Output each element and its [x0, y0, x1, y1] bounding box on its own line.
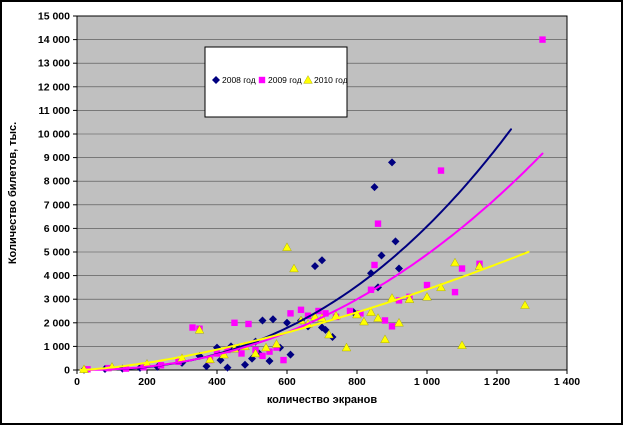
y-tick-label: 9 000 — [44, 152, 70, 164]
y-tick-label: 15 000 — [38, 11, 70, 23]
y-axis-title: Количество билетов, тыс. — [7, 122, 19, 264]
trendline-2010-год — [79, 250, 530, 371]
y-tick-label: 13 000 — [38, 58, 70, 70]
x-tick-label: 800 — [348, 376, 366, 388]
x-tick-label: 600 — [278, 376, 296, 388]
x-tick-label: 400 — [208, 376, 226, 388]
y-tick-label: 7 000 — [44, 199, 70, 211]
x-tick-label: 1 400 — [554, 376, 580, 388]
legend-label-2008-год: 2008 год — [222, 75, 256, 85]
y-tick-label: 4 000 — [44, 270, 70, 282]
x-tick-label: 1 200 — [484, 376, 510, 388]
y-tick-label: 1 000 — [44, 341, 70, 353]
y-tick-label: 14 000 — [38, 34, 70, 46]
x-axis: 0 200 400 600 800 1 000 1 200 1 400 — [74, 370, 580, 388]
y-tick-label: 2 000 — [44, 317, 70, 329]
y-tick-label: 12 000 — [38, 81, 70, 93]
x-tick-label: 1 000 — [414, 376, 440, 388]
legend-label-2009-год: 2009 год — [268, 75, 302, 85]
y-axis: 0 1 000 2 000 3 000 4 000 5 000 6 000 7 000 8 00… — [38, 11, 77, 377]
y-tick-label: 10 000 — [38, 129, 70, 141]
x-tick-label: 0 — [74, 376, 80, 388]
y-tick-label: 3 000 — [44, 294, 70, 306]
x-tick-label: 200 — [138, 376, 156, 388]
plot-border — [76, 15, 568, 371]
legend-label-2010-год: 2010 год — [314, 75, 348, 85]
y-tick-label: 5 000 — [44, 247, 70, 259]
y-tick-label: 8 000 — [44, 176, 70, 188]
legend-box — [204, 46, 348, 118]
legend: 2008 год 2009 год 2010 год — [204, 46, 348, 118]
trendline-2009-год — [86, 152, 544, 371]
x-axis-title: количество экранов — [267, 394, 378, 406]
y-tick-label: 11 000 — [38, 105, 70, 117]
y-tick-label: 0 — [64, 365, 70, 377]
y-tick-label: 6 000 — [44, 223, 70, 235]
